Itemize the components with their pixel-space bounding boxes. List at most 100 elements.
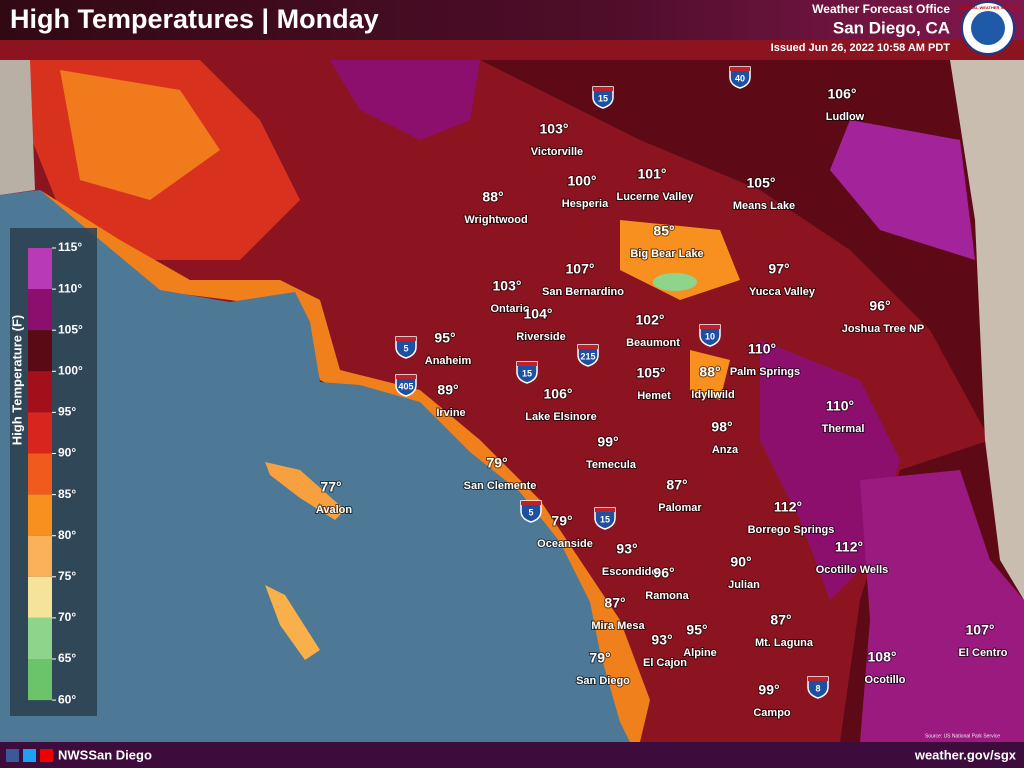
city-temp: 79° xyxy=(551,513,572,529)
city-temp: 79° xyxy=(486,455,507,471)
shield-top xyxy=(578,345,598,349)
city-name: Oceanside xyxy=(537,538,593,550)
shield-top xyxy=(730,67,750,71)
legend-swatch xyxy=(28,494,52,536)
social-handle: NWSSan Diego xyxy=(58,747,152,762)
legend-tick-label: 115° xyxy=(58,240,82,254)
legend-swatch xyxy=(28,248,52,290)
city-name: Temecula xyxy=(586,459,637,471)
city-temp: 77° xyxy=(320,479,341,495)
city-temp: 106° xyxy=(828,86,857,102)
shield-number: 10 xyxy=(705,331,715,341)
legend-title: High Temperature (F) xyxy=(9,315,24,446)
office-line: Weather Forecast Office xyxy=(812,2,950,16)
city-temp: 87° xyxy=(666,477,687,493)
city-temp: 103° xyxy=(540,121,569,137)
mountain-cool xyxy=(653,273,697,291)
city-temp: 89° xyxy=(437,382,458,398)
city-temp: 95° xyxy=(686,622,707,638)
logo-text: NATIONAL WEATHER SERVICE xyxy=(958,5,1018,10)
shield-number: 405 xyxy=(398,381,413,391)
interstate-shield xyxy=(594,507,616,530)
shield-number: 8 xyxy=(815,683,820,693)
city-name: Mt. Laguna xyxy=(755,637,814,649)
city-temp: 108° xyxy=(868,649,897,665)
legend-tick-label: 70° xyxy=(58,610,76,624)
header-bar xyxy=(0,0,1024,40)
city-name: Joshua Tree NP xyxy=(842,323,925,335)
city-name: Ludlow xyxy=(826,111,865,123)
city-temp: 110° xyxy=(826,398,854,414)
city-name: Escondido xyxy=(602,566,659,578)
office-name: San Diego, CA xyxy=(833,18,950,37)
city-temp: 107° xyxy=(966,622,995,638)
source-note: Source: US National Park Service xyxy=(925,733,1000,739)
shield-top xyxy=(517,362,537,366)
city-name: Lucerne Valley xyxy=(616,191,694,203)
city-name: Ontario xyxy=(490,303,529,315)
legend-tick-label: 80° xyxy=(58,528,76,542)
city-name: Hemet xyxy=(637,390,671,402)
issued-time: Issued Jun 26, 2022 10:58 AM PDT xyxy=(771,42,951,54)
legend-swatch xyxy=(28,289,52,331)
footer-bar xyxy=(0,742,1024,768)
shield-number: 15 xyxy=(522,368,532,378)
interstate-shield xyxy=(520,500,542,523)
city-temp: 103° xyxy=(493,278,522,294)
city-temp: 93° xyxy=(651,632,672,648)
city-temp: 87° xyxy=(770,612,791,628)
city-name: Campo xyxy=(753,707,791,719)
city-name: Means Lake xyxy=(733,200,795,212)
shield-number: 40 xyxy=(735,73,745,83)
city-temp: 112° xyxy=(835,539,863,555)
city-name: Beaumont xyxy=(626,337,680,349)
interstate-shield xyxy=(699,324,721,347)
city-temp: 93° xyxy=(616,541,637,557)
interstate-shield xyxy=(395,336,417,359)
interstate-shield xyxy=(577,344,599,367)
shield-top xyxy=(396,337,416,341)
city-name: Anaheim xyxy=(425,355,472,367)
legend-tick-label: 75° xyxy=(58,569,76,583)
interstate-shield xyxy=(516,361,538,384)
city-temp: 85° xyxy=(653,223,674,239)
city-temp: 98° xyxy=(711,419,732,435)
city-name: El Centro xyxy=(959,647,1008,659)
city-name: Mira Mesa xyxy=(591,620,645,632)
city-temp: 88° xyxy=(699,364,720,380)
interstate-shield xyxy=(807,676,829,699)
website: weather.gov/sgx xyxy=(914,747,1017,762)
city-name: Riverside xyxy=(516,331,566,343)
legend-tick-label: 65° xyxy=(58,651,76,665)
island xyxy=(265,462,345,520)
city-name: Ocotillo xyxy=(865,674,906,686)
city-name: Wrightwood xyxy=(464,214,527,226)
legend-tick-label: 110° xyxy=(58,281,82,295)
city-name: Borrego Springs xyxy=(748,524,835,536)
city-temp: 88° xyxy=(482,189,503,205)
city-temp: 102° xyxy=(636,312,665,328)
city-temp: 106° xyxy=(544,386,573,402)
city-name: San Bernardino xyxy=(542,286,624,298)
city-temp: 101° xyxy=(638,166,667,182)
city-name: San Diego xyxy=(576,675,630,687)
legend-swatch xyxy=(28,330,52,372)
city-name: Lake Elsinore xyxy=(525,411,597,423)
shield-top xyxy=(521,501,541,505)
terrain xyxy=(950,60,1024,600)
legend-tick-label: 95° xyxy=(58,405,76,419)
city-name: Palomar xyxy=(658,502,702,514)
city-name: Anza xyxy=(712,444,739,456)
terrain xyxy=(0,60,35,195)
youtube-icon xyxy=(40,749,53,762)
legend-swatch xyxy=(28,412,52,454)
city-name: San Clemente xyxy=(464,480,537,492)
city-name: Avalon xyxy=(316,504,353,516)
city-name: Idyllwild xyxy=(691,389,734,401)
legend-tick-label: 60° xyxy=(58,692,76,706)
city-name: El Cajon xyxy=(643,657,687,669)
desert-region xyxy=(860,470,1024,742)
desert-region xyxy=(830,120,975,260)
city-temp: 104° xyxy=(524,306,553,322)
